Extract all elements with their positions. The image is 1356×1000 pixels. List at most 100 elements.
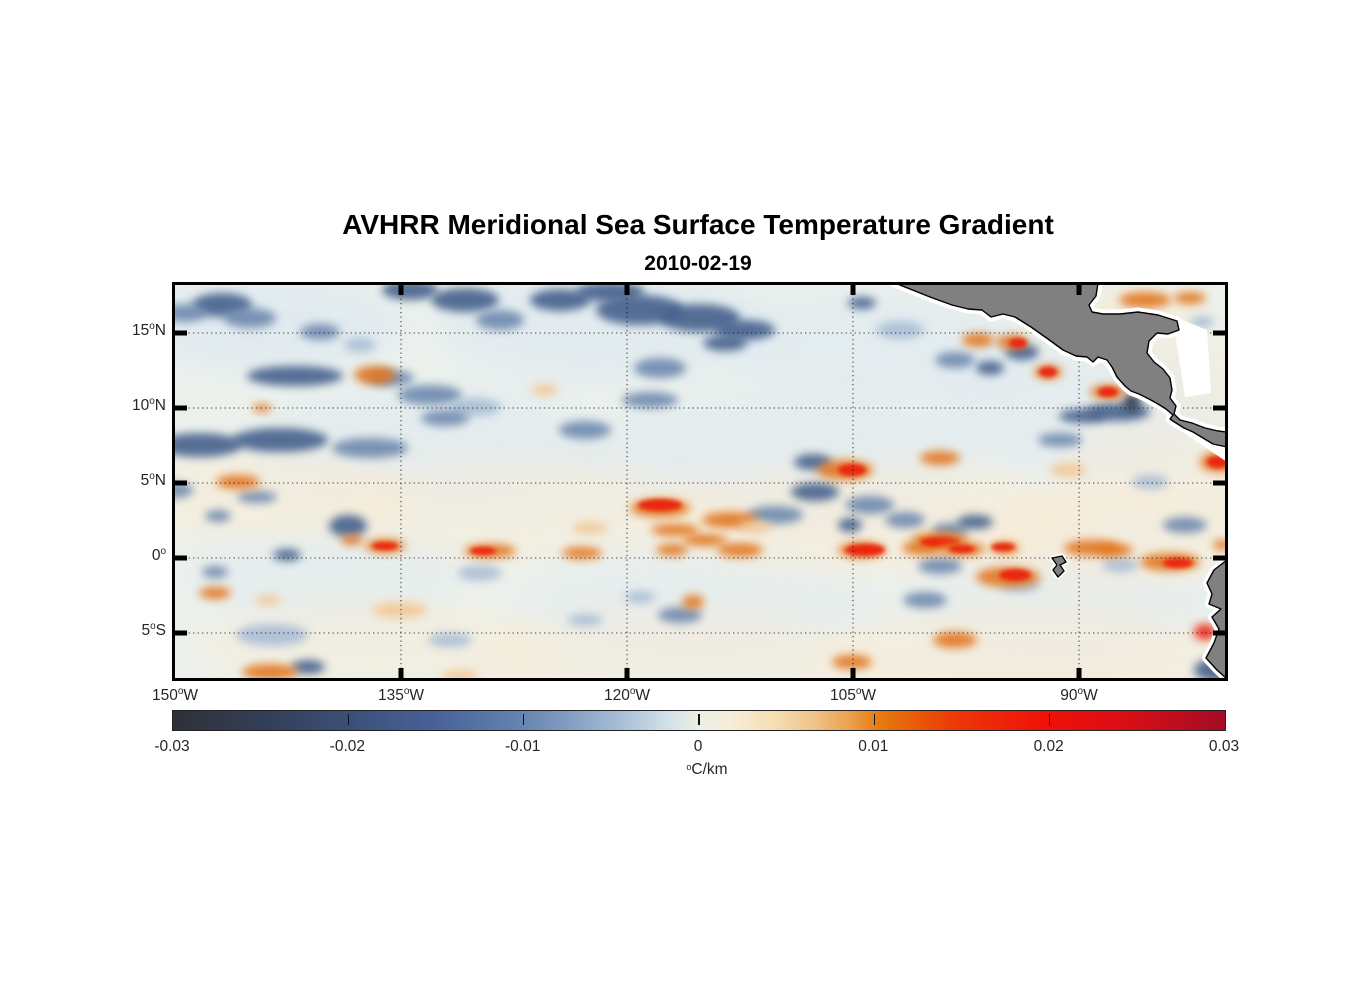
- sst-gradient-map: [175, 285, 1225, 678]
- land-galapagos: [1051, 555, 1067, 578]
- field-blob: [622, 392, 678, 408]
- field-blob: [1194, 624, 1216, 640]
- axis-tick-top: [398, 285, 404, 295]
- lon-tick-label: 90oW: [1060, 686, 1098, 705]
- field-blob: [658, 607, 702, 623]
- field-blob: [442, 670, 478, 678]
- field-blob: [300, 324, 340, 340]
- field-blob: [291, 660, 325, 674]
- field-blob: [237, 491, 277, 503]
- field-blob: [199, 587, 231, 599]
- map-plot-area: [172, 282, 1228, 681]
- figure-date: 2010-02-19: [644, 252, 752, 275]
- axis-tick-right: [1213, 405, 1225, 411]
- colorbar-unit-label: oC/km: [637, 761, 777, 779]
- field-blob: [715, 320, 775, 340]
- axis-tick-bottom: [1076, 668, 1082, 678]
- field-blob: [962, 333, 994, 347]
- axis-tick-right: [1213, 480, 1225, 486]
- field-blob: [216, 475, 260, 489]
- field-blob: [1098, 387, 1118, 397]
- colorbar-tick-label: 0: [693, 738, 703, 755]
- field-blob: [344, 338, 376, 352]
- axis-tick-right: [1213, 630, 1225, 636]
- axis-tick-bottom: [850, 668, 856, 678]
- field-blob: [398, 385, 462, 405]
- field-blob: [1132, 475, 1168, 489]
- field-blob: [562, 547, 602, 559]
- field-blob: [1213, 540, 1225, 550]
- field-blob: [372, 602, 428, 618]
- field-blob: [845, 544, 885, 556]
- field-blob: [232, 428, 328, 452]
- field-blob: [421, 410, 469, 426]
- colorbar-tick-label: -0.01: [504, 738, 541, 755]
- colorbar-tick-label: 0.01: [858, 738, 889, 755]
- axis-tick-top: [1076, 285, 1082, 295]
- field-blob: [567, 614, 603, 626]
- lat-tick-label: 10oN: [131, 396, 166, 415]
- field-blob: [1039, 367, 1057, 377]
- colorbar-tick-label: 0.02: [1033, 738, 1064, 755]
- field-blob: [825, 605, 1225, 678]
- colorbar-tick-label: -0.02: [329, 738, 365, 755]
- field-blob: [475, 610, 875, 678]
- field-blob: [949, 545, 975, 553]
- lat-tick-label: 15oN: [131, 321, 166, 340]
- field-blob: [832, 655, 872, 669]
- field-blob: [933, 632, 977, 648]
- field-blob: [1038, 433, 1082, 447]
- field-blob: [559, 421, 611, 439]
- field-blob: [1055, 415, 1225, 515]
- lon-tick-label: 150oW: [151, 686, 199, 705]
- field-blob: [1163, 558, 1193, 568]
- colorbar-tick: [1048, 714, 1051, 725]
- field-blob: [846, 496, 894, 514]
- field-blob: [1086, 403, 1150, 421]
- field-blob: [682, 595, 704, 609]
- field-blob: [1119, 292, 1171, 308]
- field-blob: [428, 633, 472, 647]
- axis-tick-right: [1213, 555, 1225, 561]
- axis-tick-right: [1213, 330, 1225, 336]
- colorbar-tick: [873, 714, 876, 725]
- colorbar-tick-label: 0.03: [1208, 738, 1240, 755]
- field-blob: [236, 624, 308, 646]
- field-blob: [175, 304, 207, 322]
- field-blob: [1097, 544, 1133, 556]
- field-blob: [651, 524, 699, 536]
- field-blob: [838, 464, 866, 476]
- field-blob: [683, 534, 727, 546]
- axis-tick-bottom: [624, 668, 630, 678]
- field-blob: [329, 515, 367, 537]
- axis-tick-top: [624, 285, 630, 295]
- field-blob: [332, 438, 408, 458]
- field-blob: [431, 288, 499, 312]
- lon-tick-label: 120oW: [603, 686, 651, 705]
- colorbar: [172, 710, 1226, 731]
- field-blob: [253, 404, 271, 412]
- field-blob: [991, 543, 1015, 551]
- field-blob: [195, 600, 555, 678]
- field-blob: [242, 664, 298, 678]
- field-blob: [1190, 316, 1214, 328]
- field-blob: [838, 518, 862, 532]
- field-blob: [255, 595, 281, 605]
- field-blob: [791, 483, 839, 501]
- field-blob: [935, 352, 975, 368]
- axis-tick-left: [175, 630, 187, 636]
- field-blob: [449, 398, 501, 416]
- field-blob: [885, 512, 925, 528]
- lon-tick-label: 105oW: [829, 686, 877, 705]
- field-blob: [957, 515, 993, 529]
- field-blob: [1050, 463, 1086, 477]
- field-blob: [175, 482, 193, 498]
- axis-tick-bottom: [398, 668, 404, 678]
- field-blob: [572, 522, 608, 534]
- coast-halo-honduras-caribbean: [1175, 318, 1211, 397]
- colorbar-tick: [522, 714, 525, 725]
- field-blob: [918, 558, 962, 574]
- field-blob: [638, 499, 682, 511]
- field-blob: [1163, 517, 1207, 533]
